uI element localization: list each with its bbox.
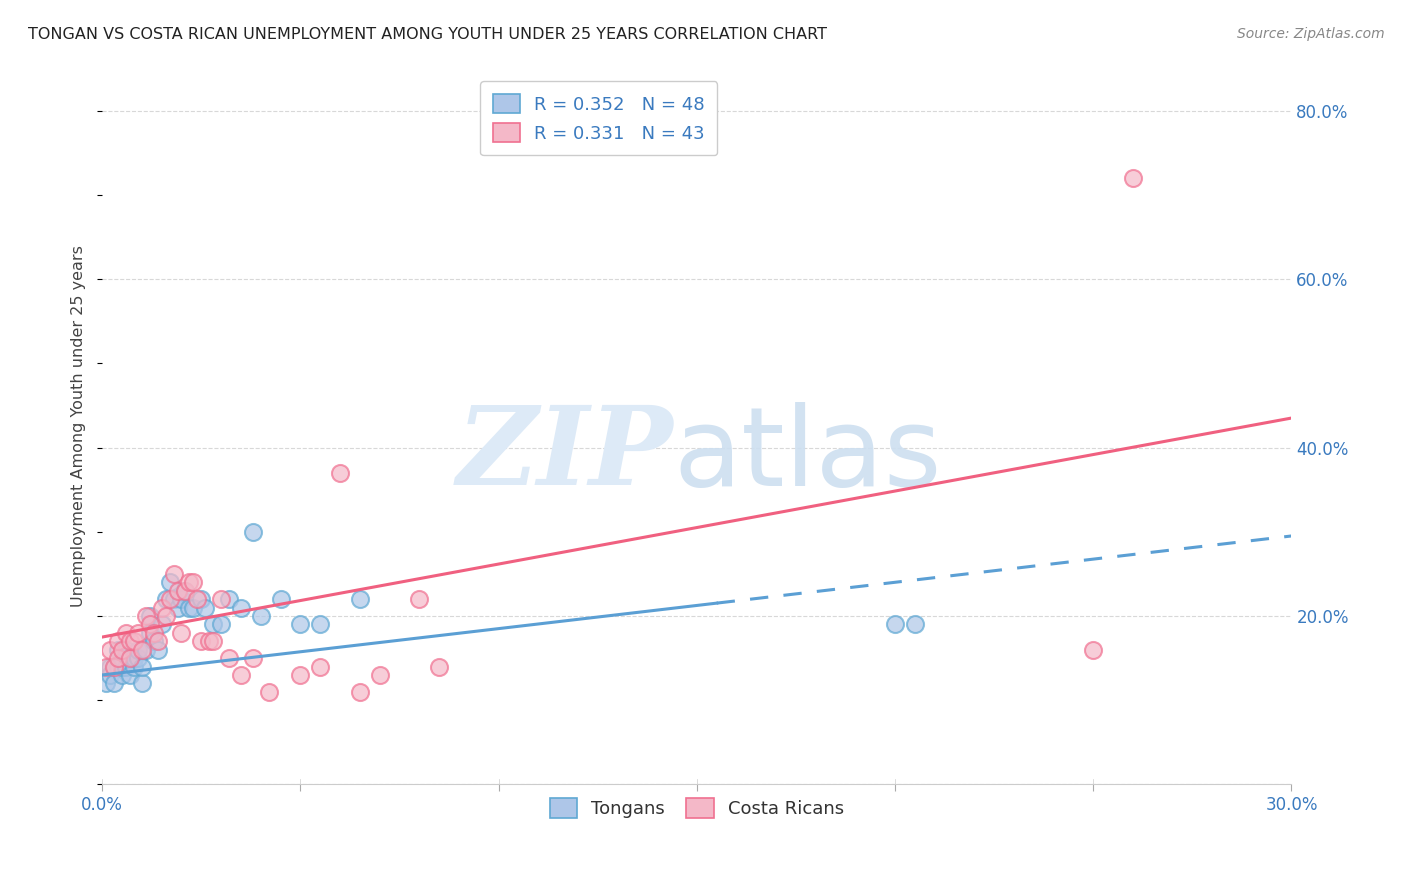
Point — [135, 609, 157, 624]
Point — [368, 668, 391, 682]
Point — [427, 659, 450, 673]
Point — [107, 634, 129, 648]
Point — [174, 583, 197, 598]
Point — [122, 651, 145, 665]
Point — [170, 625, 193, 640]
Point — [107, 651, 129, 665]
Point — [118, 651, 141, 665]
Point — [155, 592, 177, 607]
Point — [190, 592, 212, 607]
Point — [103, 659, 125, 673]
Point — [118, 651, 141, 665]
Point — [194, 600, 217, 615]
Point — [229, 600, 252, 615]
Text: TONGAN VS COSTA RICAN UNEMPLOYMENT AMONG YOUTH UNDER 25 YEARS CORRELATION CHART: TONGAN VS COSTA RICAN UNEMPLOYMENT AMONG… — [28, 27, 827, 42]
Point — [162, 592, 184, 607]
Point — [118, 634, 141, 648]
Point — [127, 625, 149, 640]
Point — [290, 668, 312, 682]
Point — [349, 592, 371, 607]
Point — [127, 651, 149, 665]
Point — [135, 642, 157, 657]
Y-axis label: Unemployment Among Youth under 25 years: Unemployment Among Youth under 25 years — [72, 245, 86, 607]
Point — [115, 642, 138, 657]
Point — [349, 685, 371, 699]
Point — [242, 524, 264, 539]
Point — [150, 617, 173, 632]
Point — [218, 592, 240, 607]
Point — [174, 583, 197, 598]
Point — [249, 609, 271, 624]
Point — [229, 668, 252, 682]
Point — [290, 617, 312, 632]
Point — [166, 600, 188, 615]
Point — [884, 617, 907, 632]
Point — [329, 466, 352, 480]
Point — [127, 642, 149, 657]
Point — [218, 651, 240, 665]
Point — [202, 634, 225, 648]
Point — [122, 634, 145, 648]
Point — [155, 609, 177, 624]
Point — [107, 659, 129, 673]
Point — [257, 685, 280, 699]
Text: Source: ZipAtlas.com: Source: ZipAtlas.com — [1237, 27, 1385, 41]
Point — [209, 592, 232, 607]
Point — [146, 642, 169, 657]
Point — [1122, 171, 1144, 186]
Point — [96, 676, 118, 690]
Point — [96, 659, 118, 673]
Legend: Tongans, Costa Ricans: Tongans, Costa Ricans — [543, 791, 852, 825]
Point — [242, 651, 264, 665]
Point — [183, 575, 205, 590]
Point — [111, 642, 134, 657]
Point — [139, 617, 162, 632]
Point — [98, 668, 121, 682]
Text: ZIP: ZIP — [457, 401, 673, 508]
Point — [103, 659, 125, 673]
Point — [98, 642, 121, 657]
Point — [159, 575, 181, 590]
Point — [190, 634, 212, 648]
Point — [118, 668, 141, 682]
Point — [1083, 642, 1105, 657]
Point — [139, 609, 162, 624]
Point — [186, 592, 208, 607]
Point — [111, 651, 134, 665]
Point — [139, 625, 162, 640]
Text: atlas: atlas — [673, 401, 942, 508]
Point — [131, 659, 153, 673]
Point — [183, 600, 205, 615]
Point — [115, 659, 138, 673]
Point — [270, 592, 292, 607]
Point — [111, 659, 134, 673]
Point — [122, 659, 145, 673]
Point — [115, 625, 138, 640]
Point — [111, 668, 134, 682]
Point — [131, 642, 153, 657]
Point — [904, 617, 927, 632]
Point — [179, 575, 201, 590]
Point — [98, 659, 121, 673]
Point — [131, 676, 153, 690]
Point — [309, 659, 332, 673]
Point — [142, 634, 165, 648]
Point — [142, 625, 165, 640]
Point — [170, 592, 193, 607]
Point — [162, 566, 184, 581]
Point — [146, 634, 169, 648]
Point — [202, 617, 225, 632]
Point — [159, 592, 181, 607]
Point — [107, 642, 129, 657]
Point — [198, 634, 221, 648]
Point — [179, 600, 201, 615]
Point — [408, 592, 430, 607]
Point — [309, 617, 332, 632]
Point — [209, 617, 232, 632]
Point — [166, 583, 188, 598]
Point — [150, 600, 173, 615]
Point — [103, 676, 125, 690]
